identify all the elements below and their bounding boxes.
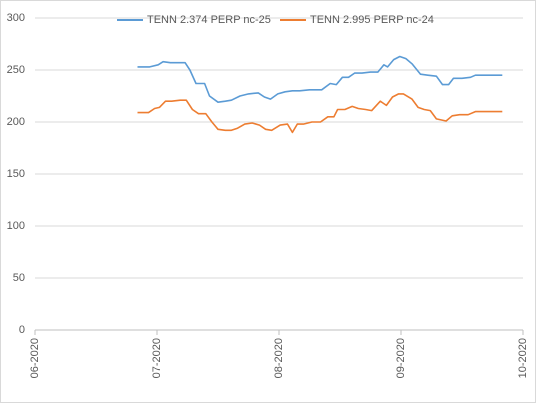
x-tick-label: 07-2020 [151,338,163,378]
x-tick-label: 06-2020 [29,338,41,378]
series-line [137,55,503,103]
legend-label: TENN 2.995 PERP nc-24 [310,14,434,26]
y-tick-label: 50 [13,272,25,284]
legend-label: TENN 2.374 PERP nc-25 [147,14,271,26]
y-tick-label: 100 [7,220,25,232]
y-tick-label: 250 [7,64,25,76]
x-tick-label: 10-2020 [517,338,529,378]
y-tick-label: 300 [7,12,25,24]
x-tick-label: 09-2020 [395,338,407,378]
y-tick-label: 0 [19,324,25,336]
y-tick-label: 150 [7,168,25,180]
x-tick-label: 08-2020 [273,338,285,378]
series-line [137,93,503,134]
y-tick-label: 200 [7,116,25,128]
